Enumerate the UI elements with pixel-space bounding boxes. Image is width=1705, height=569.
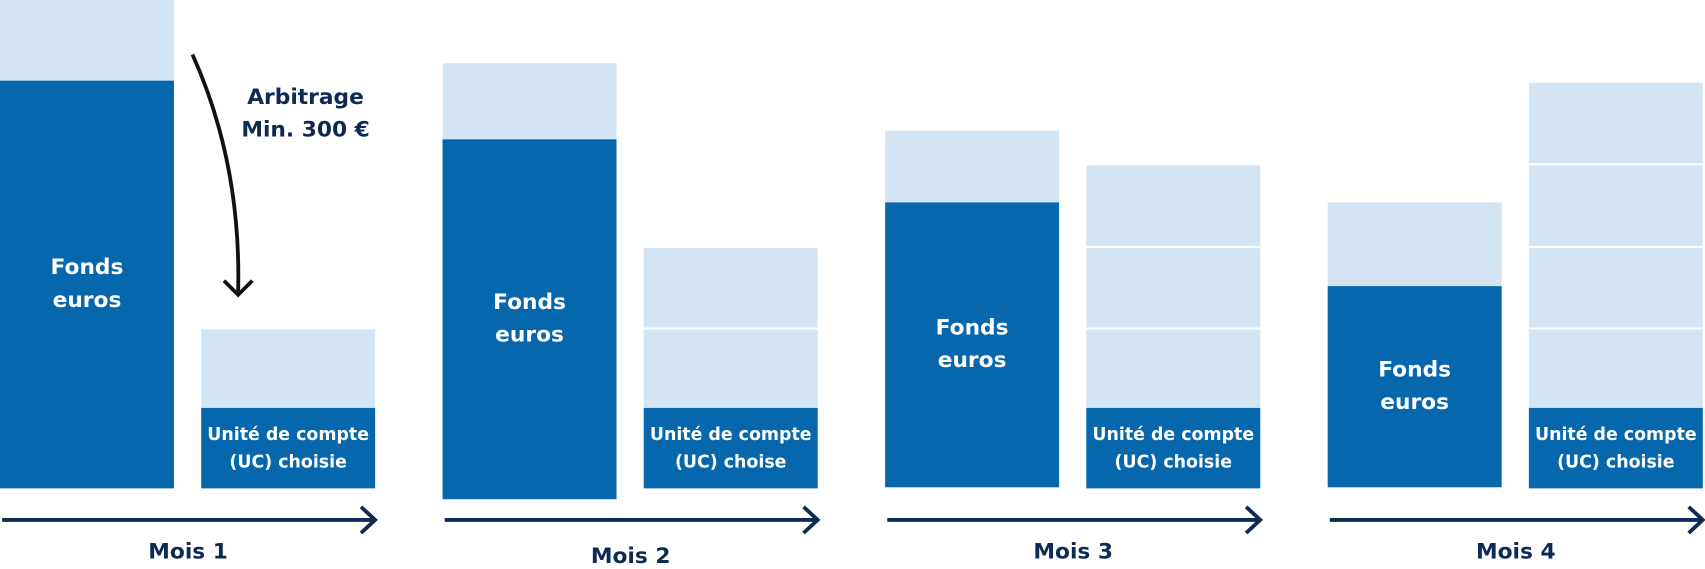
uc-bar	[1086, 407, 1261, 489]
fonds-label: euros	[1380, 390, 1449, 415]
uc-top	[1086, 165, 1261, 408]
uc-label: Unité de compte	[1535, 425, 1697, 445]
fonds-label: Fonds	[936, 316, 1009, 341]
annotation-line: Min. 300 €	[241, 118, 369, 143]
timeline-arrowhead	[359, 505, 378, 535]
uc-label: Unité de compte	[650, 425, 812, 445]
uc-label: (UC) choisie	[1557, 452, 1674, 472]
fonds-bar	[885, 202, 1060, 488]
uc-label: Unité de compte	[1092, 425, 1254, 445]
timeline-arrowhead	[1687, 505, 1705, 535]
fonds-label: Fonds	[51, 255, 124, 280]
fonds-bar	[0, 80, 174, 489]
fonds-top	[1327, 202, 1502, 287]
uc-label: (UC) choisie	[1115, 452, 1232, 472]
month-label: Mois 4	[1476, 540, 1556, 565]
fonds-label: euros	[938, 348, 1007, 373]
uc-bar	[643, 407, 818, 489]
fonds-label: Fonds	[493, 290, 566, 315]
timeline-arrowhead	[1244, 505, 1264, 535]
uc-top	[201, 329, 376, 408]
month-label: Mois 3	[1033, 540, 1113, 565]
arbitrage-arrowhead	[222, 279, 254, 298]
annotation-line: Arbitrage	[247, 85, 364, 110]
month-label: Mois 1	[148, 540, 228, 565]
uc-top	[1528, 82, 1703, 408]
uc-label: (UC) choisie	[229, 452, 346, 472]
uc-label: Unité de compte	[207, 425, 369, 445]
month-label: Mois 2	[591, 544, 671, 569]
fonds-label: euros	[53, 288, 122, 313]
fonds-top	[0, 0, 174, 81]
fonds-bar	[1327, 286, 1502, 488]
uc-bar	[1528, 407, 1703, 489]
arbitrage-arrow	[190, 53, 241, 292]
timeline-arrowhead	[802, 505, 821, 535]
fonds-top	[885, 130, 1060, 203]
fonds-label: euros	[495, 323, 564, 348]
uc-label: (UC) choise	[675, 452, 786, 472]
fonds-top	[442, 63, 617, 140]
fonds-label: Fonds	[1378, 357, 1451, 382]
uc-bar	[201, 407, 376, 489]
fonds-bar	[442, 139, 617, 500]
